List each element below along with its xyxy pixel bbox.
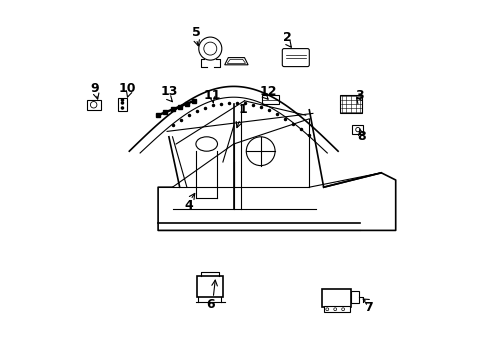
Bar (87, 100, 101, 110)
Text: 1: 1 (238, 103, 246, 116)
Text: 11: 11 (203, 89, 221, 102)
Circle shape (121, 99, 123, 101)
Text: 12: 12 (259, 85, 276, 98)
Bar (118, 98, 127, 111)
Polygon shape (224, 58, 247, 65)
Bar (352, 125, 363, 134)
Text: 10: 10 (119, 82, 136, 95)
Text: 2: 2 (283, 31, 291, 44)
Circle shape (121, 102, 123, 104)
Text: 7: 7 (364, 301, 372, 314)
Text: 8: 8 (356, 130, 365, 143)
Circle shape (121, 107, 123, 109)
Bar (350, 291, 358, 303)
Bar (197, 276, 223, 297)
Text: 3: 3 (355, 89, 363, 102)
Text: 6: 6 (205, 298, 214, 311)
Bar (261, 95, 279, 104)
Bar (339, 95, 362, 113)
Polygon shape (227, 59, 245, 63)
Text: 9: 9 (91, 82, 99, 95)
Bar (321, 289, 351, 307)
Text: 4: 4 (184, 199, 193, 212)
FancyBboxPatch shape (282, 49, 309, 67)
Text: 5: 5 (191, 26, 200, 39)
Text: 13: 13 (160, 85, 177, 98)
Bar (323, 306, 349, 312)
